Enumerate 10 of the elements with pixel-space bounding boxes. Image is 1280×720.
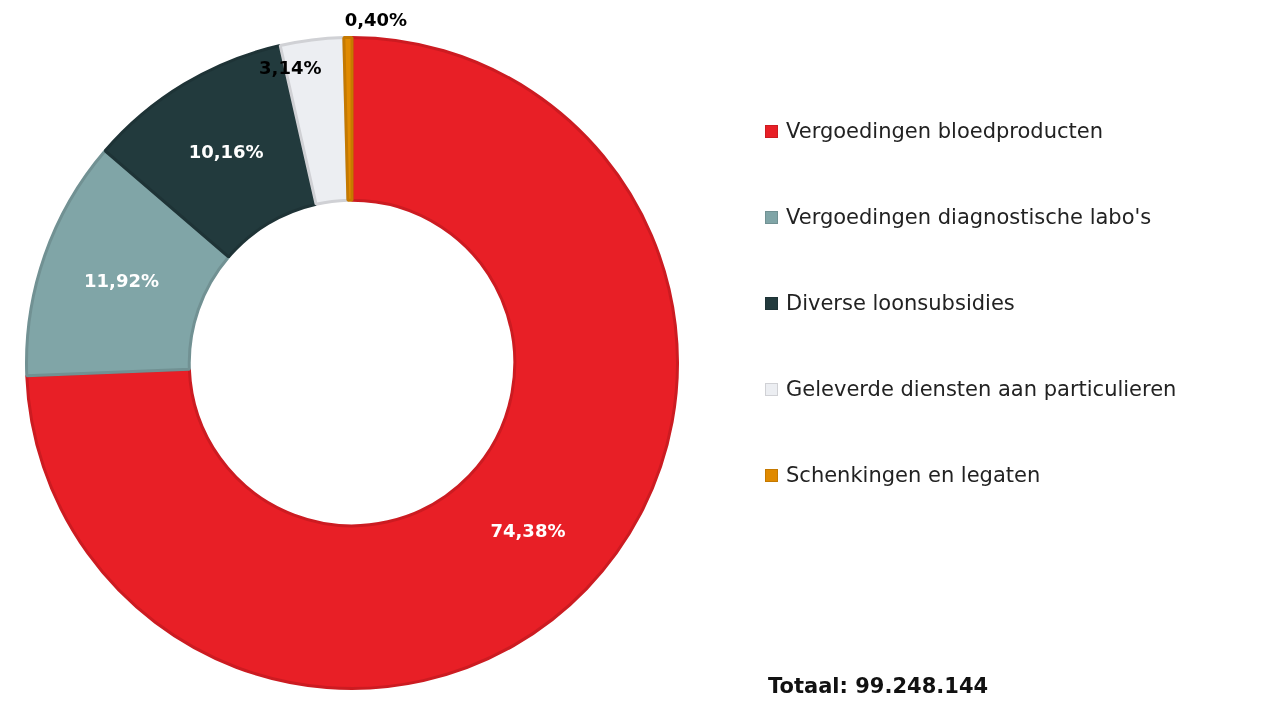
legend-label: Vergoedingen diagnostische labo's — [786, 205, 1152, 229]
data-label: 10,16% — [188, 141, 264, 163]
legend-label: Geleverde diensten aan particulieren — [786, 377, 1177, 401]
data-label: 11,92% — [84, 270, 159, 292]
data-label: 74,38% — [490, 519, 566, 541]
data-label: 0,40% — [344, 9, 408, 31]
legend-label: Schenkingen en legaten — [786, 463, 1041, 487]
legend-label: Diverse loonsubsidies — [786, 291, 1015, 315]
text: Totaal: 99.248.144 — [768, 674, 989, 698]
legend-label: Vergoedingen bloedproducten — [786, 119, 1103, 143]
